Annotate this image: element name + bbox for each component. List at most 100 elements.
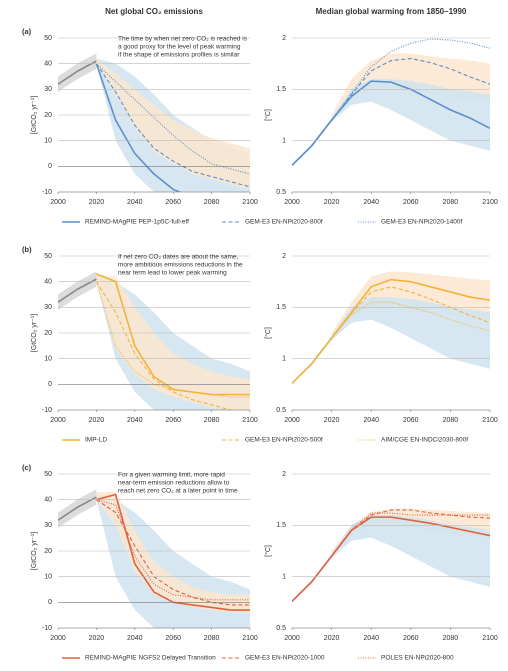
annotation: The time by when net zero CO₂ is reached… — [118, 36, 248, 43]
x-tick-label: 2100 — [482, 417, 498, 424]
plot — [58, 53, 250, 192]
x-tick-label: 2040 — [363, 199, 379, 206]
y-axis-label: [°C] — [264, 327, 272, 339]
y-tick-label: 0.5 — [276, 625, 286, 632]
y-tick-label: 10 — [44, 138, 52, 145]
x-tick-label: 2000 — [284, 417, 300, 424]
y-tick-label: 40 — [44, 61, 52, 68]
x-tick-label: 2060 — [165, 635, 181, 642]
y-tick-label: 0.5 — [276, 407, 286, 414]
x-tick-label: 2000 — [50, 417, 66, 424]
series-line — [58, 278, 97, 303]
legend-label: GEM-E3 EN-NPi2020-1000 — [245, 655, 325, 662]
y-tick-label: 0 — [48, 599, 52, 606]
plot — [292, 38, 490, 167]
x-tick-label: 2100 — [482, 635, 498, 642]
annotation: For a given warming limit, more rapid — [118, 472, 225, 479]
y-tick-label: 20 — [44, 330, 52, 337]
series-line — [96, 273, 250, 396]
y-tick-label: 50 — [44, 253, 52, 260]
y-tick-label: 2 — [282, 471, 286, 478]
y-tick-label: 40 — [44, 497, 52, 504]
x-tick-label: 2020 — [324, 199, 340, 206]
x-tick-label: 2040 — [127, 417, 143, 424]
series-line — [58, 60, 97, 85]
x-tick-label: 2060 — [165, 199, 181, 206]
column-title: Net global CO₂ emissions — [105, 7, 203, 16]
y-axis-label: [°C] — [264, 109, 272, 121]
series-line — [292, 509, 490, 602]
series-line — [292, 301, 490, 384]
legend-label: AIM/CGE EN-INDCi2030-800f — [381, 437, 468, 444]
y-tick-label: 10 — [44, 574, 52, 581]
x-tick-label: 2000 — [284, 199, 300, 206]
series-line — [95, 281, 250, 398]
y-axis-label: [°C] — [264, 545, 272, 557]
y-tick-label: 1.5 — [276, 86, 286, 93]
legend-label: IMP-LD — [85, 437, 107, 444]
x-tick-label: 2040 — [363, 417, 379, 424]
x-tick-label: 2020 — [89, 635, 105, 642]
y-tick-label: 20 — [44, 112, 52, 119]
y-tick-label: 0 — [48, 163, 52, 170]
range-band — [292, 79, 490, 167]
x-tick-label: 2080 — [204, 635, 220, 642]
x-tick-label: 2000 — [50, 199, 66, 206]
x-tick-label: 2020 — [324, 635, 340, 642]
legend-label: REMIND-MAgPIE NGFS2 Delayed Transition — [85, 655, 216, 662]
plot — [292, 508, 490, 603]
annotation: If net zero CO₂ dates are about the same… — [118, 254, 239, 261]
x-tick-label: 2080 — [204, 417, 220, 424]
y-tick-label: 50 — [44, 35, 52, 42]
x-tick-label: 2060 — [165, 417, 181, 424]
y-tick-label: 2 — [282, 253, 286, 260]
series-line — [292, 57, 490, 166]
x-tick-label: 2080 — [204, 199, 220, 206]
panel-label: (a) — [22, 27, 32, 36]
series-line — [96, 499, 250, 601]
y-tick-label: 1 — [282, 138, 286, 145]
y-tick-label: -10 — [42, 625, 52, 632]
x-tick-label: 2100 — [242, 635, 258, 642]
x-tick-label: 2060 — [403, 635, 419, 642]
x-tick-label: 2040 — [127, 635, 143, 642]
x-tick-label: 2020 — [89, 199, 105, 206]
annotation: if the shape of emissions profiles is si… — [118, 52, 240, 59]
series-line — [95, 63, 182, 192]
y-axis-label: [GtCO₂ yr⁻¹] — [31, 532, 38, 570]
legend-label: REMIND-MAgPIE PEP-1p5C-full-eff — [85, 219, 189, 226]
range-band — [292, 515, 490, 603]
y-axis-label: [GtCO₂ yr⁻¹] — [31, 96, 38, 134]
range-band — [96, 273, 250, 410]
y-tick-label: 2 — [282, 35, 286, 42]
x-tick-label: 2020 — [324, 417, 340, 424]
y-tick-label: 20 — [44, 548, 52, 555]
range-band — [96, 58, 250, 190]
x-tick-label: 2100 — [482, 199, 498, 206]
column-title: Median global warming from 1850–1990 — [316, 7, 467, 16]
plot — [292, 271, 490, 385]
x-tick-label: 2000 — [284, 635, 300, 642]
x-tick-label: 2040 — [363, 635, 379, 642]
x-tick-label: 2080 — [443, 635, 459, 642]
series-line — [292, 286, 490, 384]
legend-label: GEM-E3 EN-NPi2020-800f — [245, 219, 323, 226]
legend-label: GEM-E3 EN-NPi2020-1400f — [381, 219, 462, 226]
y-tick-label: 30 — [44, 86, 52, 93]
plot — [58, 489, 250, 628]
y-tick-label: 1 — [282, 574, 286, 581]
range-band — [58, 53, 97, 92]
series-line — [96, 499, 250, 606]
y-tick-label: 0.5 — [276, 189, 286, 196]
x-tick-label: 2080 — [443, 417, 459, 424]
range-band — [58, 489, 97, 528]
y-tick-label: 10 — [44, 356, 52, 363]
y-tick-label: 50 — [44, 471, 52, 478]
y-tick-label: -10 — [42, 407, 52, 414]
x-tick-label: 2080 — [443, 199, 459, 206]
x-tick-label: 2100 — [242, 417, 258, 424]
series-line — [95, 281, 235, 410]
y-tick-label: 40 — [44, 279, 52, 286]
series-line — [292, 512, 490, 602]
